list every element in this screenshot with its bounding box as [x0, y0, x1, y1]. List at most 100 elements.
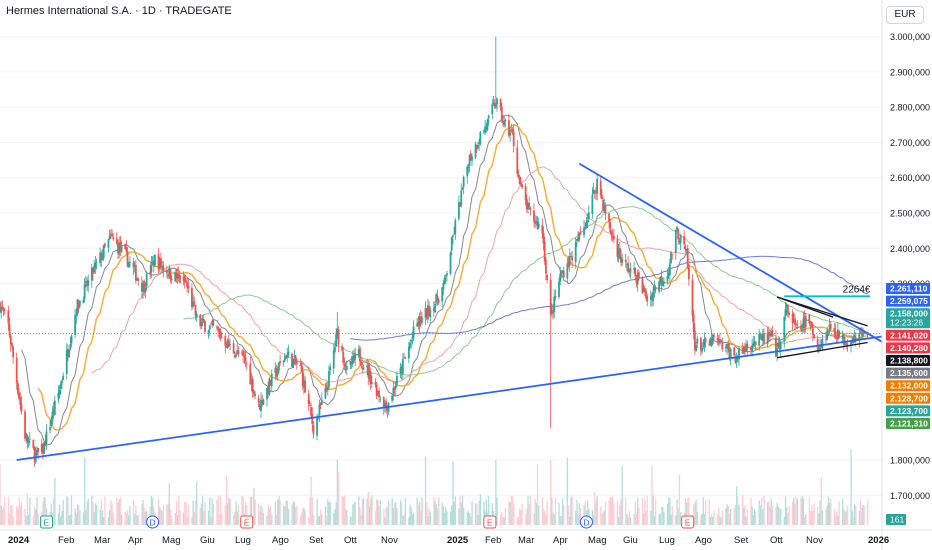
- volume-bar: [185, 501, 187, 525]
- volume-bar: [4, 496, 6, 525]
- candle-body: [441, 287, 444, 302]
- volume-bar: [224, 505, 226, 525]
- volume-bar: [7, 497, 10, 525]
- candle-body: [770, 332, 773, 336]
- candle-body: [844, 342, 846, 345]
- time-tick-label: Nov: [806, 535, 823, 546]
- candle-body: [452, 235, 454, 237]
- candle-body: [154, 254, 156, 266]
- volume-bar: [708, 499, 710, 525]
- candle-body: [179, 275, 181, 283]
- time-tick-label: Ago: [695, 535, 712, 546]
- candle-body: [266, 388, 268, 400]
- candle-body: [583, 227, 585, 236]
- event-marker-letter: E: [244, 518, 250, 528]
- earnings-marker[interactable]: [240, 515, 254, 529]
- candle-body: [421, 316, 423, 323]
- volume-bar: [499, 514, 502, 525]
- candle-body: [37, 447, 40, 453]
- wedge-line[interactable]: [776, 296, 834, 318]
- volume-bar: [136, 515, 138, 525]
- volume-bar: [161, 510, 163, 525]
- candle-body: [53, 400, 56, 415]
- trendline-resistance-down[interactable]: [578, 162, 883, 343]
- volume-bar: [157, 498, 160, 525]
- candle-body: [784, 309, 787, 316]
- grid: [0, 36, 882, 496]
- volume-bar: [730, 508, 732, 525]
- dividend-marker[interactable]: [146, 515, 160, 529]
- earnings-marker[interactable]: [39, 515, 53, 529]
- volume-bar: [805, 513, 807, 525]
- candle-body: [90, 267, 93, 281]
- earnings-marker[interactable]: [483, 515, 497, 529]
- candle-body: [777, 343, 780, 347]
- volume-bar: [542, 508, 545, 525]
- candle-body: [742, 346, 745, 354]
- candle-body: [143, 281, 146, 292]
- candle-body: [796, 327, 799, 328]
- volume-bar: [87, 498, 89, 525]
- volume-bar: [142, 499, 144, 525]
- candle-body: [235, 354, 237, 357]
- dividend-marker[interactable]: [579, 515, 593, 529]
- volume-bar: [745, 516, 747, 525]
- volume-bar: [435, 504, 437, 525]
- time-tick-label: Apr: [128, 535, 143, 546]
- time-tick-label: Mar: [94, 535, 110, 546]
- volume-bar: [50, 503, 52, 525]
- candle-body: [858, 334, 861, 341]
- candle-body: [584, 227, 587, 229]
- candle-body: [741, 348, 744, 354]
- volume-bar: [441, 502, 443, 525]
- candle-body: [850, 340, 852, 346]
- event-marker-letter: D: [150, 518, 156, 528]
- candle-body: [766, 333, 769, 345]
- candle-body: [492, 102, 495, 105]
- candle-body: [329, 367, 332, 371]
- candle-body: [841, 334, 844, 339]
- currency-button[interactable]: EUR: [886, 6, 924, 24]
- candle-body: [771, 330, 774, 337]
- candle-body: [369, 371, 372, 385]
- volume-bar: [299, 516, 302, 525]
- trendline-support[interactable]: [16, 335, 883, 461]
- volume-bar: [359, 507, 361, 525]
- candle-body: [52, 409, 55, 414]
- candle-body: [633, 268, 635, 270]
- candle-body: [684, 246, 687, 249]
- time-tick-label: Mar: [518, 535, 534, 546]
- volume-bar: [187, 504, 190, 525]
- candle-body: [67, 348, 69, 356]
- candle-body: [859, 333, 862, 334]
- candle-body: [544, 260, 547, 274]
- candle-body: [735, 356, 738, 362]
- volume-bar: [445, 507, 447, 525]
- candle-body: [733, 347, 736, 356]
- candle-body: [618, 247, 621, 259]
- candle-body: [654, 287, 657, 291]
- earnings-marker[interactable]: [681, 515, 695, 529]
- candle-body: [541, 225, 544, 234]
- candle-body: [727, 343, 730, 350]
- volume-bar: [125, 513, 128, 525]
- candle-body: [410, 339, 413, 342]
- volume-bar: [608, 500, 610, 525]
- candles: [0, 36, 869, 467]
- candle-body: [16, 382, 19, 394]
- volume-bar: [768, 501, 770, 525]
- volume-bar: [844, 511, 846, 525]
- volume-bar: [652, 495, 654, 525]
- volume-bar: [761, 497, 763, 525]
- candle-body: [169, 269, 172, 280]
- candle-body: [679, 234, 682, 244]
- volume-bar: [54, 477, 56, 525]
- candle-body: [242, 350, 245, 356]
- candle-body: [418, 316, 421, 327]
- wedge-line[interactable]: [777, 341, 868, 359]
- candle-body: [45, 431, 48, 444]
- candle-body: [282, 360, 285, 363]
- volume-bar: [463, 507, 465, 525]
- candle-body: [300, 363, 303, 372]
